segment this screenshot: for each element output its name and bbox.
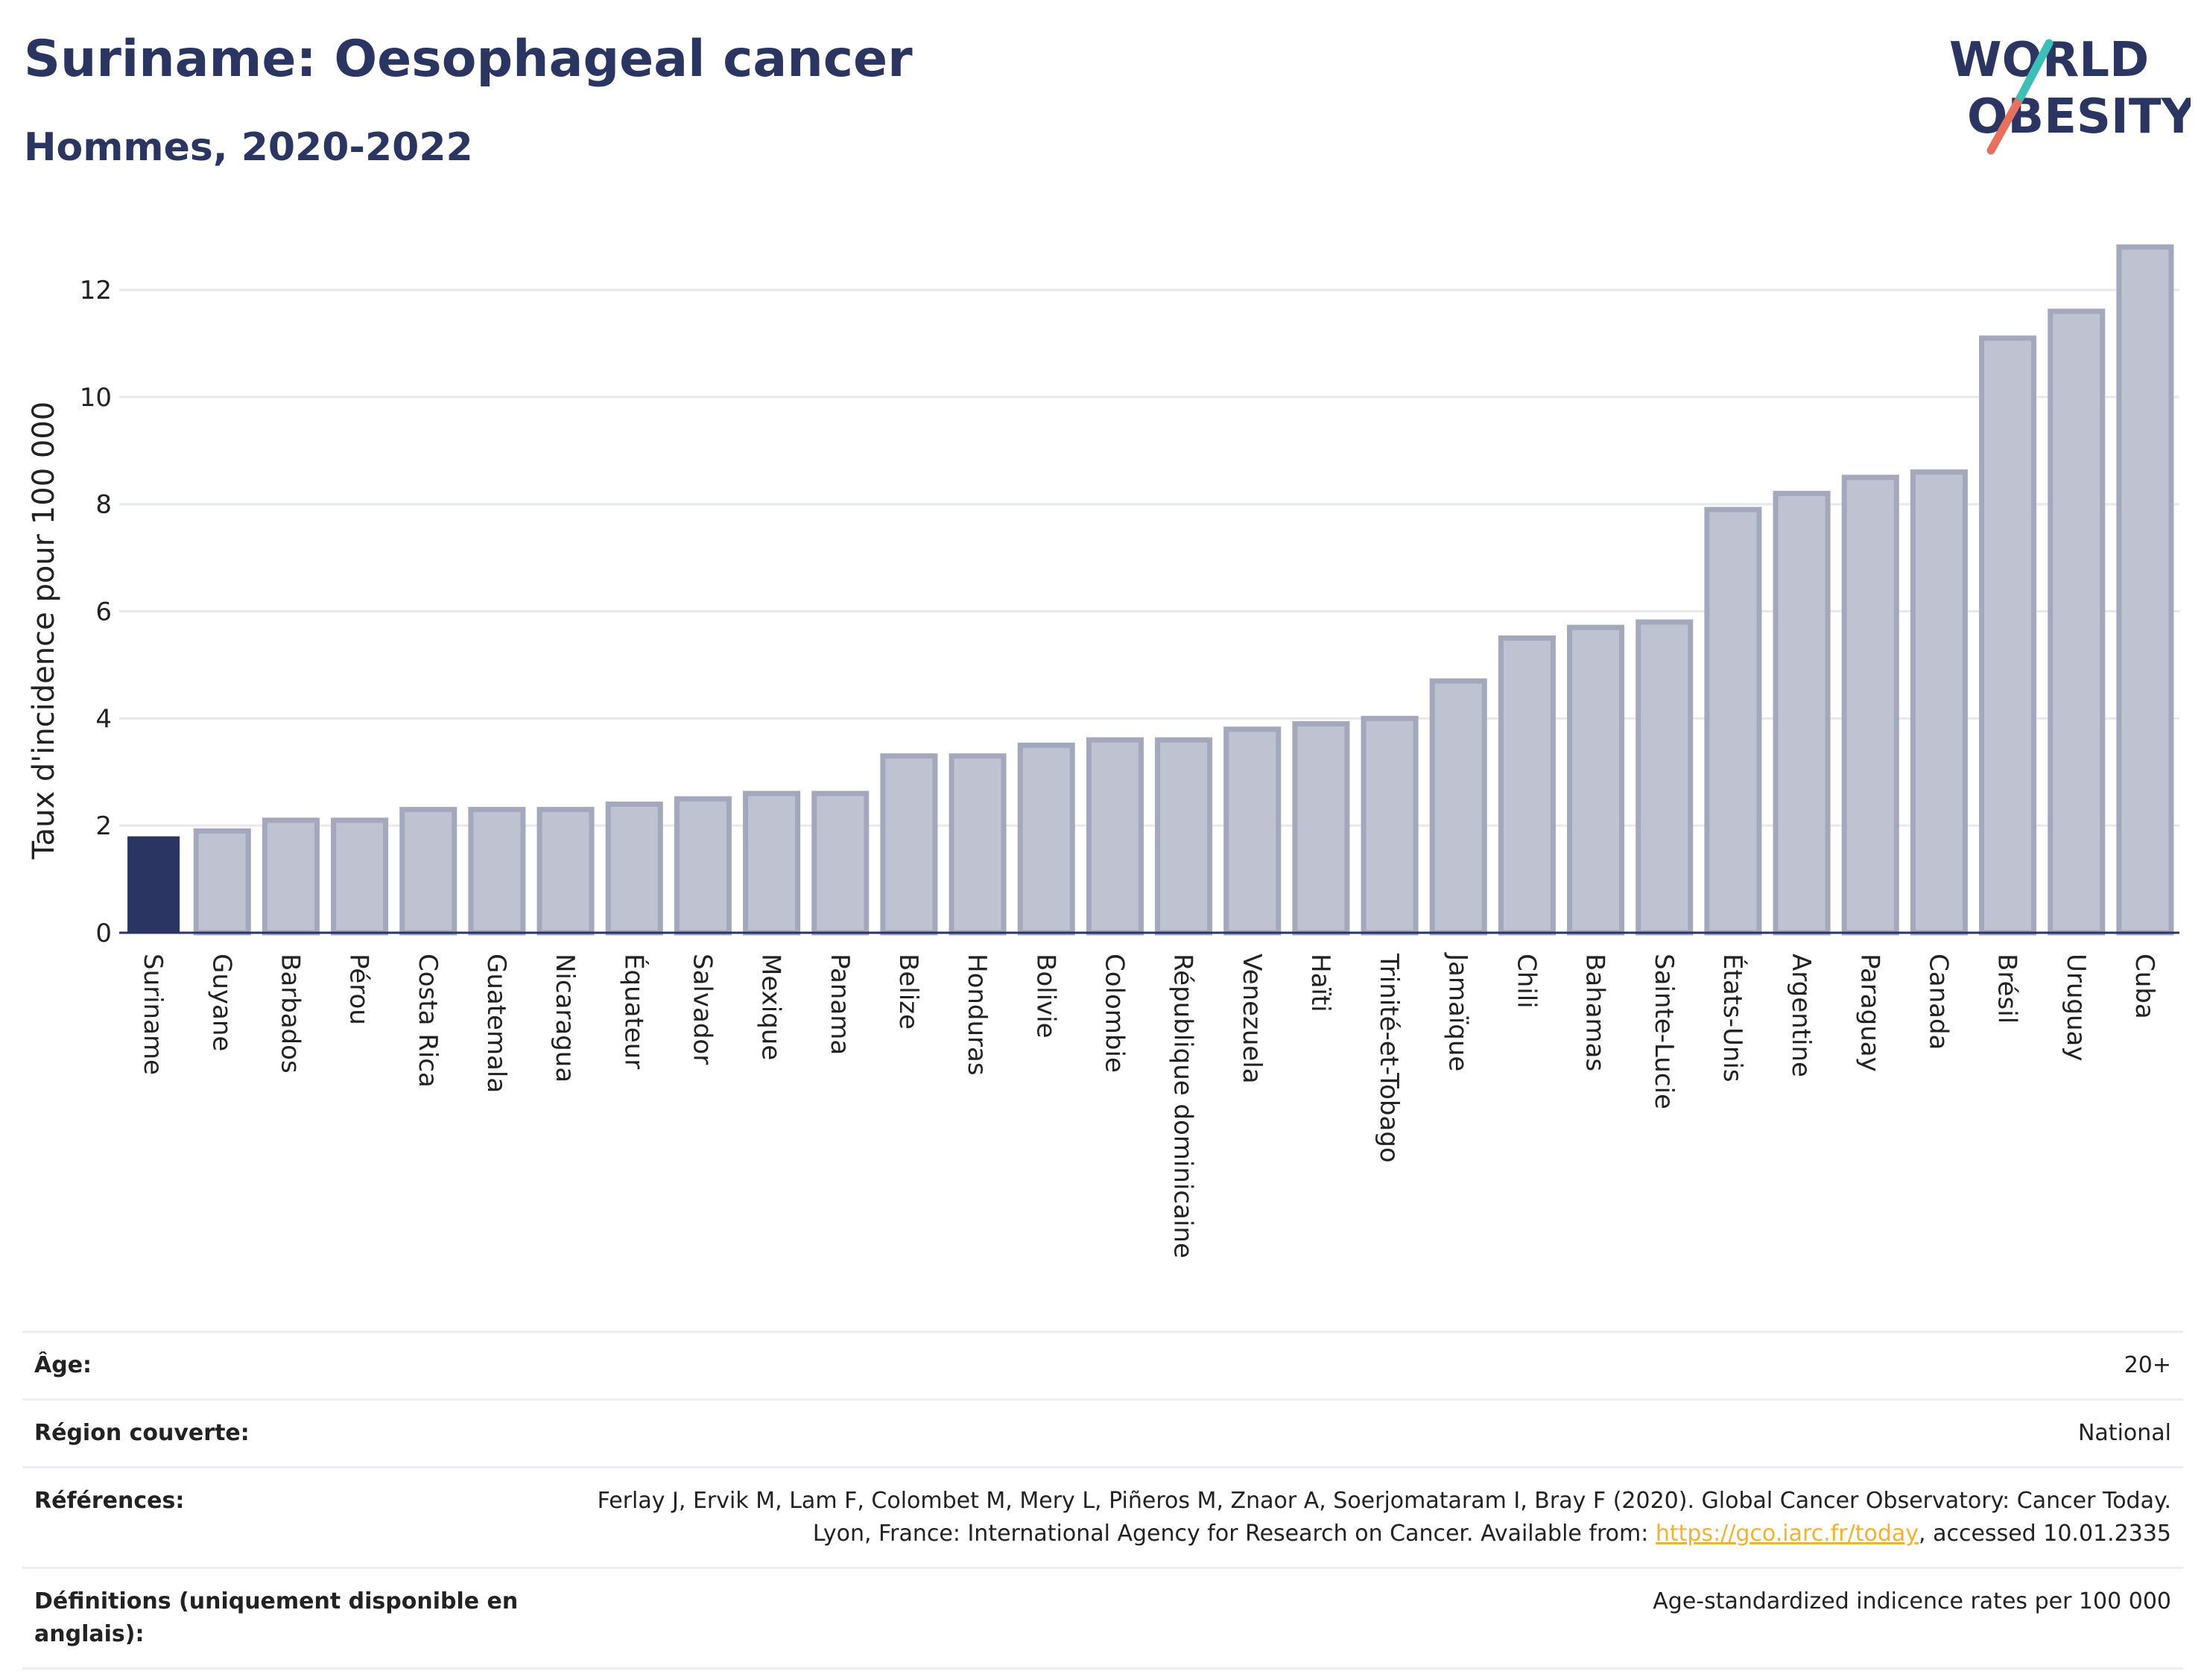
x-tick-label: Guatemala	[481, 954, 511, 1093]
bar-panama	[811, 790, 870, 936]
bar-uruguay	[2048, 308, 2106, 936]
x-tick-label: Canada	[1923, 954, 1953, 1050]
bar-salvador	[674, 796, 732, 936]
x-tick-label: Costa Rica	[413, 954, 443, 1088]
chart-title: Suriname: Oesophageal cancer	[24, 30, 913, 89]
chart-subtitle: Hommes, 2020-2022	[24, 125, 473, 170]
x-tick-label: Bahamas	[1580, 954, 1610, 1071]
x-tick-label: Uruguay	[2061, 954, 2091, 1062]
info-row-region: Région couverte: National	[22, 1398, 2183, 1466]
age-label: Âge:	[34, 1352, 92, 1378]
x-tick-label: États-Unis	[1717, 954, 1748, 1083]
x-tick-label: Jamaïque	[1443, 952, 1472, 1071]
bars	[127, 244, 2174, 936]
bar-jama-que	[1429, 678, 1487, 936]
x-tick-label: Équateur	[618, 954, 649, 1069]
logo-slash-teal	[2016, 39, 2053, 101]
y-tick-label: 2	[95, 811, 112, 841]
bar-br-sil	[1979, 335, 2037, 936]
bar-ha-ti	[1292, 721, 1350, 936]
x-tick-label: Guyane	[206, 954, 236, 1051]
bar-bahamas	[1567, 624, 1625, 936]
bar-mexique	[743, 790, 801, 936]
x-tick-label: Mexique	[756, 954, 786, 1060]
references-value: Ferlay J, Ervik M, Lam F, Colombet M, Me…	[569, 1485, 2171, 1550]
x-tick-label: Bolivie	[1030, 954, 1060, 1039]
y-tick-label: 6	[95, 597, 112, 627]
bar-belize	[880, 753, 938, 936]
x-tick-label: Cuba	[2129, 954, 2159, 1019]
bar-venezuela	[1223, 726, 1282, 936]
region-value: National	[2077, 1420, 2171, 1446]
references-label: Références:	[34, 1488, 185, 1514]
bar-argentine	[1773, 490, 1831, 936]
info-table: Âge: 20+ Région couverte: National Référ…	[22, 1331, 2183, 1670]
y-axis-ticks: 0 2 4 6 8 10 12	[80, 276, 112, 948]
bar-trinit-et-tobago	[1361, 715, 1419, 936]
x-axis-labels: Suriname Guyane Barbados Pérou Costa Rica Gua…	[138, 952, 2159, 1258]
bar-chili	[1498, 635, 1556, 936]
bar-chart: 0 2 4 6 8 10 12 Suriname Guyane Barbados Pérou Cos…	[27, 244, 2179, 1258]
bar-suriname	[127, 836, 180, 933]
x-tick-label: Belize	[893, 954, 923, 1030]
x-tick-label: Honduras	[962, 954, 992, 1076]
bar-barbados	[262, 817, 320, 936]
bar-honduras	[949, 753, 1007, 936]
x-tick-label: Salvador	[687, 954, 717, 1065]
bar-paraguay	[1841, 475, 1899, 936]
bar-cuba	[2116, 244, 2174, 936]
y-axis-title: Taux d'incidence pour 100 000	[27, 402, 61, 860]
bar-canada	[1910, 469, 1968, 936]
y-tick-label: 0	[95, 919, 112, 948]
info-row-definitions: Définitions (uniquement disponible en an…	[22, 1567, 2183, 1670]
x-tick-label: Panama	[825, 954, 855, 1055]
y-tick-label: 12	[80, 276, 112, 305]
references-text: Ferlay J, Ervik M, Lam F, Colombet M, Me…	[597, 1488, 2171, 1547]
world-obesity-logo: WORLD OBESITY	[1949, 33, 2191, 155]
age-value: 20+	[2124, 1352, 2171, 1378]
info-row-references: Références: Ferlay J, Ervik M, Lam F, Co…	[22, 1466, 2183, 1567]
x-tick-label: Sainte-Lucie	[1649, 954, 1679, 1109]
definitions-value: Age-standardized indicence rates per 100…	[1653, 1588, 2171, 1614]
y-tick-label: 8	[95, 490, 112, 520]
bar-colombie	[1086, 737, 1144, 936]
bar-sainte-lucie	[1635, 619, 1694, 936]
bar-p-rou	[331, 817, 389, 936]
y-tick-label: 10	[80, 383, 112, 413]
bar--tats-unis	[1704, 507, 1762, 936]
y-tick-label: 4	[95, 704, 112, 734]
bar-guatemala	[468, 807, 526, 936]
x-tick-label: République dominicaine	[1168, 954, 1198, 1258]
references-accessed: , accessed 10.01.2335	[1919, 1521, 2171, 1547]
bar-r-publique-dominicaine	[1155, 737, 1213, 936]
bar-costa-rica	[399, 807, 457, 936]
x-tick-label: Nicaragua	[550, 954, 580, 1083]
x-tick-label: Chili	[1511, 954, 1541, 1009]
gridlines	[119, 288, 2179, 827]
bar-nicaragua	[536, 807, 595, 936]
region-label: Région couverte:	[34, 1420, 250, 1446]
x-tick-label: Suriname	[138, 954, 168, 1075]
bar--quateur	[605, 801, 663, 936]
x-tick-label: Haïti	[1305, 954, 1335, 1012]
logo-line2: OBESITY	[1967, 89, 2191, 145]
x-tick-label: Colombie	[1099, 954, 1129, 1073]
x-tick-label: Trinité-et-Tobago	[1374, 953, 1404, 1163]
definitions-label: Définitions (uniquement disponible en an…	[34, 1588, 519, 1647]
bar-guyane	[193, 828, 251, 936]
info-row-age: Âge: 20+	[22, 1331, 2183, 1398]
x-tick-label: Paraguay	[1855, 954, 1884, 1072]
x-tick-label: Barbados	[275, 954, 305, 1074]
logo-slash-red	[1986, 92, 2025, 155]
x-tick-label: Pérou	[344, 954, 374, 1025]
references-link[interactable]: https://gco.iarc.fr/today	[1655, 1521, 1919, 1547]
x-tick-label: Argentine	[1786, 954, 1816, 1077]
x-tick-label: Venezuela	[1237, 954, 1267, 1084]
x-tick-label: Brésil	[1992, 954, 2022, 1024]
bar-bolivie	[1017, 742, 1075, 936]
